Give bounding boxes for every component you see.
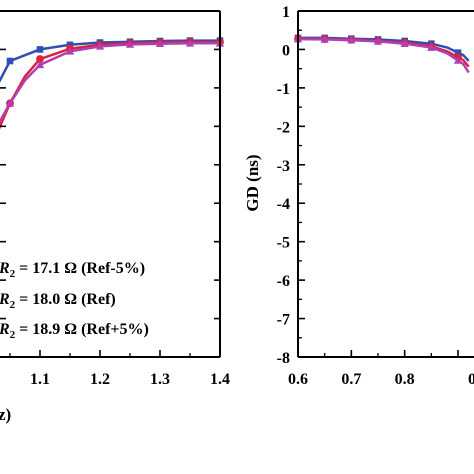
right-y-tick-label: -6	[277, 273, 290, 290]
left-data-point-triangle	[185, 39, 195, 47]
right-plot-panel: -8 -7 -6 -5 -4 -3 -2 -1 0 1 0.6 0.7 0.8 0 GD (ns)	[243, 4, 474, 388]
left-x-tick-label: 1.2	[90, 371, 110, 388]
right-y-tick-label: -5	[277, 235, 290, 252]
right-x-tick-label: 0.6	[288, 371, 308, 388]
right-y-tick-label: -1	[277, 81, 290, 98]
legend-label: R2 = 18.9 Ω (Ref+5%)	[0, 321, 149, 341]
left-series-line-square	[0, 39, 220, 83]
right-axes-group: -8 -7 -6 -5 -4 -3 -2 -1 0 1 0.6 0.7 0.8 0	[277, 4, 474, 388]
right-y-tick-label: -2	[277, 119, 290, 136]
legend-label: R2 = 17.1 Ω (Ref-5%)	[0, 260, 145, 280]
right-y-tick-label: -7	[277, 312, 290, 329]
right-x-tick-label: 0.7	[341, 371, 361, 388]
left-data-point-triangle	[95, 42, 105, 50]
left-series-group	[0, 37, 225, 130]
right-data-point-triangle	[347, 36, 356, 44]
right-y-tick-label: 1	[282, 4, 290, 21]
right-x-tick-label: 0.8	[395, 371, 415, 388]
left-x-tick-label: 1.4	[210, 371, 230, 388]
left-data-point-triangle	[125, 40, 135, 48]
right-data-point-triangle	[427, 43, 436, 51]
legend-label: R2 = 18.0 Ω (Ref)	[0, 291, 116, 311]
left-axes-group: 1.1 1.2 1.3 1.4	[0, 10, 230, 388]
left-data-point-triangle	[5, 99, 15, 107]
left-data-point-square	[36, 46, 44, 53]
right-y-tick-label: -8	[277, 350, 290, 367]
legend: R2 = 17.1 Ω (Ref-5%) R2 = 18.0 Ω (Ref) R2 …	[0, 260, 149, 341]
right-data-point-square	[454, 49, 462, 56]
right-data-point-triangle	[320, 35, 329, 43]
left-x-axis-label: z)	[0, 405, 11, 424]
right-data-point-triangle	[453, 56, 463, 64]
left-data-point-triangle	[155, 39, 165, 47]
right-y-axis-label: GD (ns)	[243, 154, 262, 211]
left-x-tick-label: 1.1	[30, 371, 50, 388]
right-series-group	[293, 34, 470, 74]
right-y-tick-label: -4	[277, 196, 290, 213]
right-y-tick-label: -3	[277, 158, 290, 175]
right-series-line-triangle	[297, 37, 470, 74]
left-plot-panel: 1.1 1.2 1.3 1.4 R2 = 17.1 Ω (Ref-5%) R2 = 18…	[0, 10, 230, 424]
right-x-tick-label-partial: 0	[468, 371, 474, 388]
left-series-line-circle	[0, 40, 220, 130]
left-data-point-triangle	[35, 60, 45, 69]
right-y-tick-label: 0	[282, 42, 290, 59]
left-data-point-triangle	[65, 47, 75, 55]
left-data-point-circle	[36, 55, 44, 63]
left-series-line-triangle	[0, 42, 220, 124]
right-data-point-triangle	[400, 39, 409, 47]
left-data-point-square	[6, 57, 14, 65]
right-data-point-triangle	[373, 37, 383, 45]
left-x-tick-label: 1.3	[150, 371, 170, 388]
